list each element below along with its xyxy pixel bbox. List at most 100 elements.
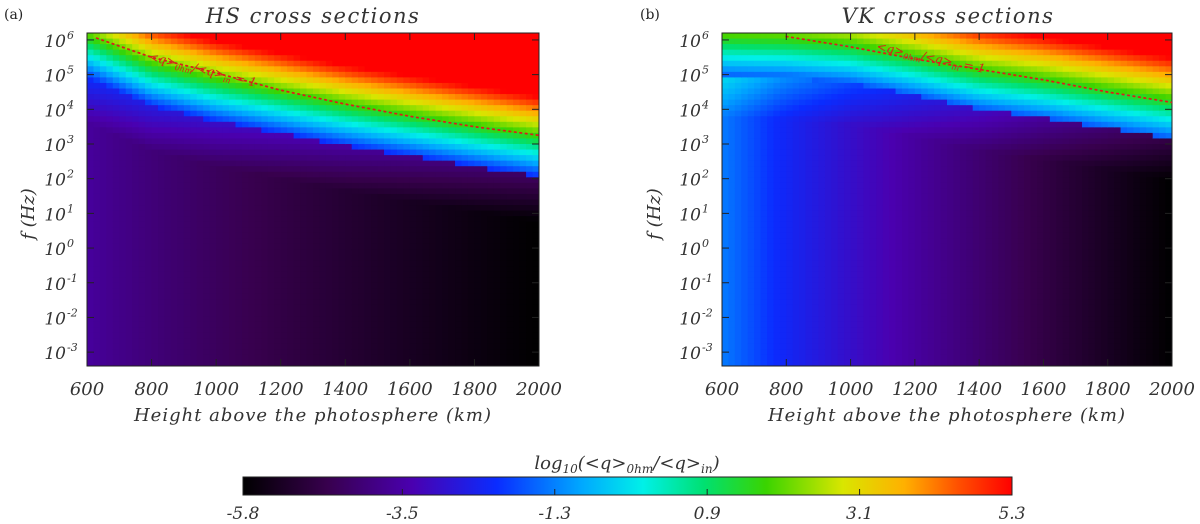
heatmap-cell (500, 138, 508, 145)
heatmap-cell (319, 360, 327, 366)
heatmap-cell (728, 138, 736, 145)
heatmap-cell (332, 149, 340, 156)
heatmap-cell (422, 332, 430, 339)
heatmap-cell (442, 188, 450, 195)
heatmap-cell (435, 282, 443, 289)
heatmap-cell (313, 177, 321, 184)
heatmap-cell (325, 316, 333, 323)
heatmap-cell (338, 321, 346, 328)
heatmap-cell (119, 33, 127, 40)
heatmap-cell (396, 60, 404, 67)
heatmap-cell (455, 271, 463, 278)
heatmap-cell (119, 66, 127, 73)
heatmap-cell (403, 33, 411, 40)
heatmap-cell (526, 160, 534, 167)
heatmap-cell (390, 38, 398, 45)
heatmap-cell (396, 255, 404, 262)
heatmap-cell (293, 160, 301, 167)
heatmap-cell (377, 127, 385, 134)
heatmap-cell (358, 293, 366, 300)
heatmap-cell (377, 277, 385, 284)
heatmap-cell (338, 332, 346, 339)
heatmap-cell (267, 188, 275, 195)
heatmap-cell (519, 77, 527, 84)
heatmap-cell (792, 321, 800, 328)
heatmap-cell (779, 99, 787, 106)
heatmap-cell (119, 177, 127, 184)
heatmap-cell (390, 160, 398, 167)
heatmap-cell (442, 332, 450, 339)
heatmap-cell (241, 332, 250, 339)
heatmap-cell (358, 255, 366, 262)
heatmap-cell (261, 105, 269, 112)
heatmap-cell (119, 360, 127, 366)
heatmap-cell (338, 155, 346, 162)
heatmap-cell (119, 88, 127, 95)
heatmap-cell (493, 310, 501, 317)
heatmap-cell (306, 121, 314, 128)
heatmap-cell (767, 82, 775, 90)
heatmap-cell (487, 132, 495, 140)
heatmap-cell (151, 238, 159, 245)
heatmap-cell (274, 188, 282, 195)
heatmap-cell (487, 282, 495, 289)
heatmap-cell (747, 293, 755, 300)
heatmap-cell (306, 316, 314, 323)
heatmap-cell (138, 82, 146, 90)
heatmap-cell (461, 155, 469, 162)
heatmap-cell (506, 310, 514, 317)
heatmap-cell (792, 60, 800, 67)
heatmap-cell (364, 127, 372, 134)
heatmap-cell (190, 271, 198, 278)
heatmap-cell (216, 144, 224, 151)
heatmap-cell (164, 299, 172, 306)
heatmap-cell (235, 160, 243, 167)
heatmap-cell (145, 166, 153, 173)
heatmap-cell (267, 44, 275, 51)
heatmap-cell (261, 282, 269, 289)
heatmap-cell (119, 310, 127, 317)
heatmap-cell (390, 88, 398, 95)
heatmap-cell (261, 249, 269, 256)
heatmap-cell (216, 277, 224, 284)
heatmap-cell (222, 49, 230, 56)
heatmap-cell (767, 38, 775, 45)
heatmap-cell (313, 299, 321, 306)
heatmap-cell (241, 293, 250, 300)
heatmap-cell (513, 116, 521, 123)
heatmap-cell (248, 160, 256, 167)
heatmap-cell (474, 338, 482, 345)
x-tick-label: 1200 (258, 379, 304, 400)
heatmap-cell (506, 55, 514, 62)
heatmap-cell (99, 266, 107, 273)
heatmap-cell (786, 188, 794, 195)
heatmap-cell (429, 271, 437, 278)
heatmap-cell (722, 82, 730, 90)
heatmap-cell (767, 238, 775, 245)
heatmap-cell (145, 71, 153, 78)
heatmap-cell (455, 343, 463, 350)
heatmap-cell (209, 199, 217, 206)
heatmap-cell (280, 49, 288, 56)
heatmap-cell (261, 160, 269, 167)
heatmap-cell (526, 132, 534, 140)
heatmap-cell (125, 121, 133, 128)
heatmap-cell (747, 327, 755, 334)
heatmap-cell (390, 171, 398, 178)
heatmap-cell (313, 105, 321, 112)
heatmap-cell (183, 171, 191, 178)
heatmap-cell (125, 82, 133, 90)
x-tick-label: 1600 (387, 379, 433, 400)
heatmap-cell (274, 327, 282, 334)
heatmap-cell (474, 166, 482, 173)
heatmap-cell (338, 271, 346, 278)
heatmap-cell (345, 182, 353, 189)
heatmap-cell (313, 99, 321, 106)
heatmap-cell (532, 310, 539, 317)
heatmap-cell (461, 332, 469, 339)
heatmap-cell (112, 121, 120, 128)
heatmap-cell (371, 304, 379, 312)
heatmap-cell (747, 310, 755, 317)
heatmap-cell (500, 171, 508, 178)
heatmap-cell (526, 338, 534, 345)
